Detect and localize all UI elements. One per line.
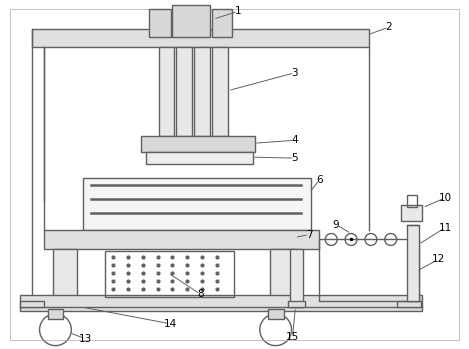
Text: 4: 4 bbox=[291, 135, 298, 145]
Bar bbox=[194, 47, 210, 136]
Bar bbox=[212, 47, 228, 136]
Bar bbox=[53, 301, 83, 307]
Text: 11: 11 bbox=[439, 223, 452, 232]
Text: 15: 15 bbox=[286, 332, 299, 342]
Bar bbox=[401, 205, 423, 221]
Text: 5: 5 bbox=[291, 153, 298, 163]
Bar bbox=[141, 136, 255, 152]
Bar bbox=[212, 9, 232, 37]
Bar bbox=[407, 225, 418, 301]
Bar bbox=[268, 309, 284, 319]
Text: 14: 14 bbox=[164, 319, 177, 329]
Bar bbox=[289, 250, 303, 307]
Bar bbox=[20, 301, 44, 307]
Bar bbox=[319, 239, 418, 301]
Bar bbox=[173, 5, 210, 37]
Bar bbox=[20, 295, 423, 311]
Bar bbox=[83, 178, 311, 230]
Text: 1: 1 bbox=[234, 6, 241, 16]
Text: 12: 12 bbox=[432, 254, 445, 264]
Text: 13: 13 bbox=[79, 334, 92, 344]
Bar bbox=[44, 230, 319, 250]
Text: 10: 10 bbox=[439, 193, 452, 203]
Bar bbox=[149, 9, 171, 37]
Text: 8: 8 bbox=[197, 289, 204, 299]
Bar bbox=[268, 301, 297, 307]
Text: 2: 2 bbox=[386, 22, 392, 32]
Bar bbox=[407, 195, 416, 207]
Text: 7: 7 bbox=[306, 230, 313, 239]
Bar bbox=[53, 250, 77, 301]
Bar bbox=[159, 47, 174, 136]
Bar bbox=[397, 301, 421, 307]
Bar bbox=[287, 301, 305, 307]
Bar bbox=[270, 250, 294, 301]
Text: 6: 6 bbox=[316, 175, 323, 185]
Bar bbox=[105, 251, 234, 297]
Text: 3: 3 bbox=[291, 68, 298, 78]
Bar bbox=[146, 152, 253, 164]
Bar bbox=[176, 47, 192, 136]
Bar bbox=[47, 309, 63, 319]
Text: 9: 9 bbox=[333, 220, 340, 230]
Bar bbox=[31, 29, 369, 47]
